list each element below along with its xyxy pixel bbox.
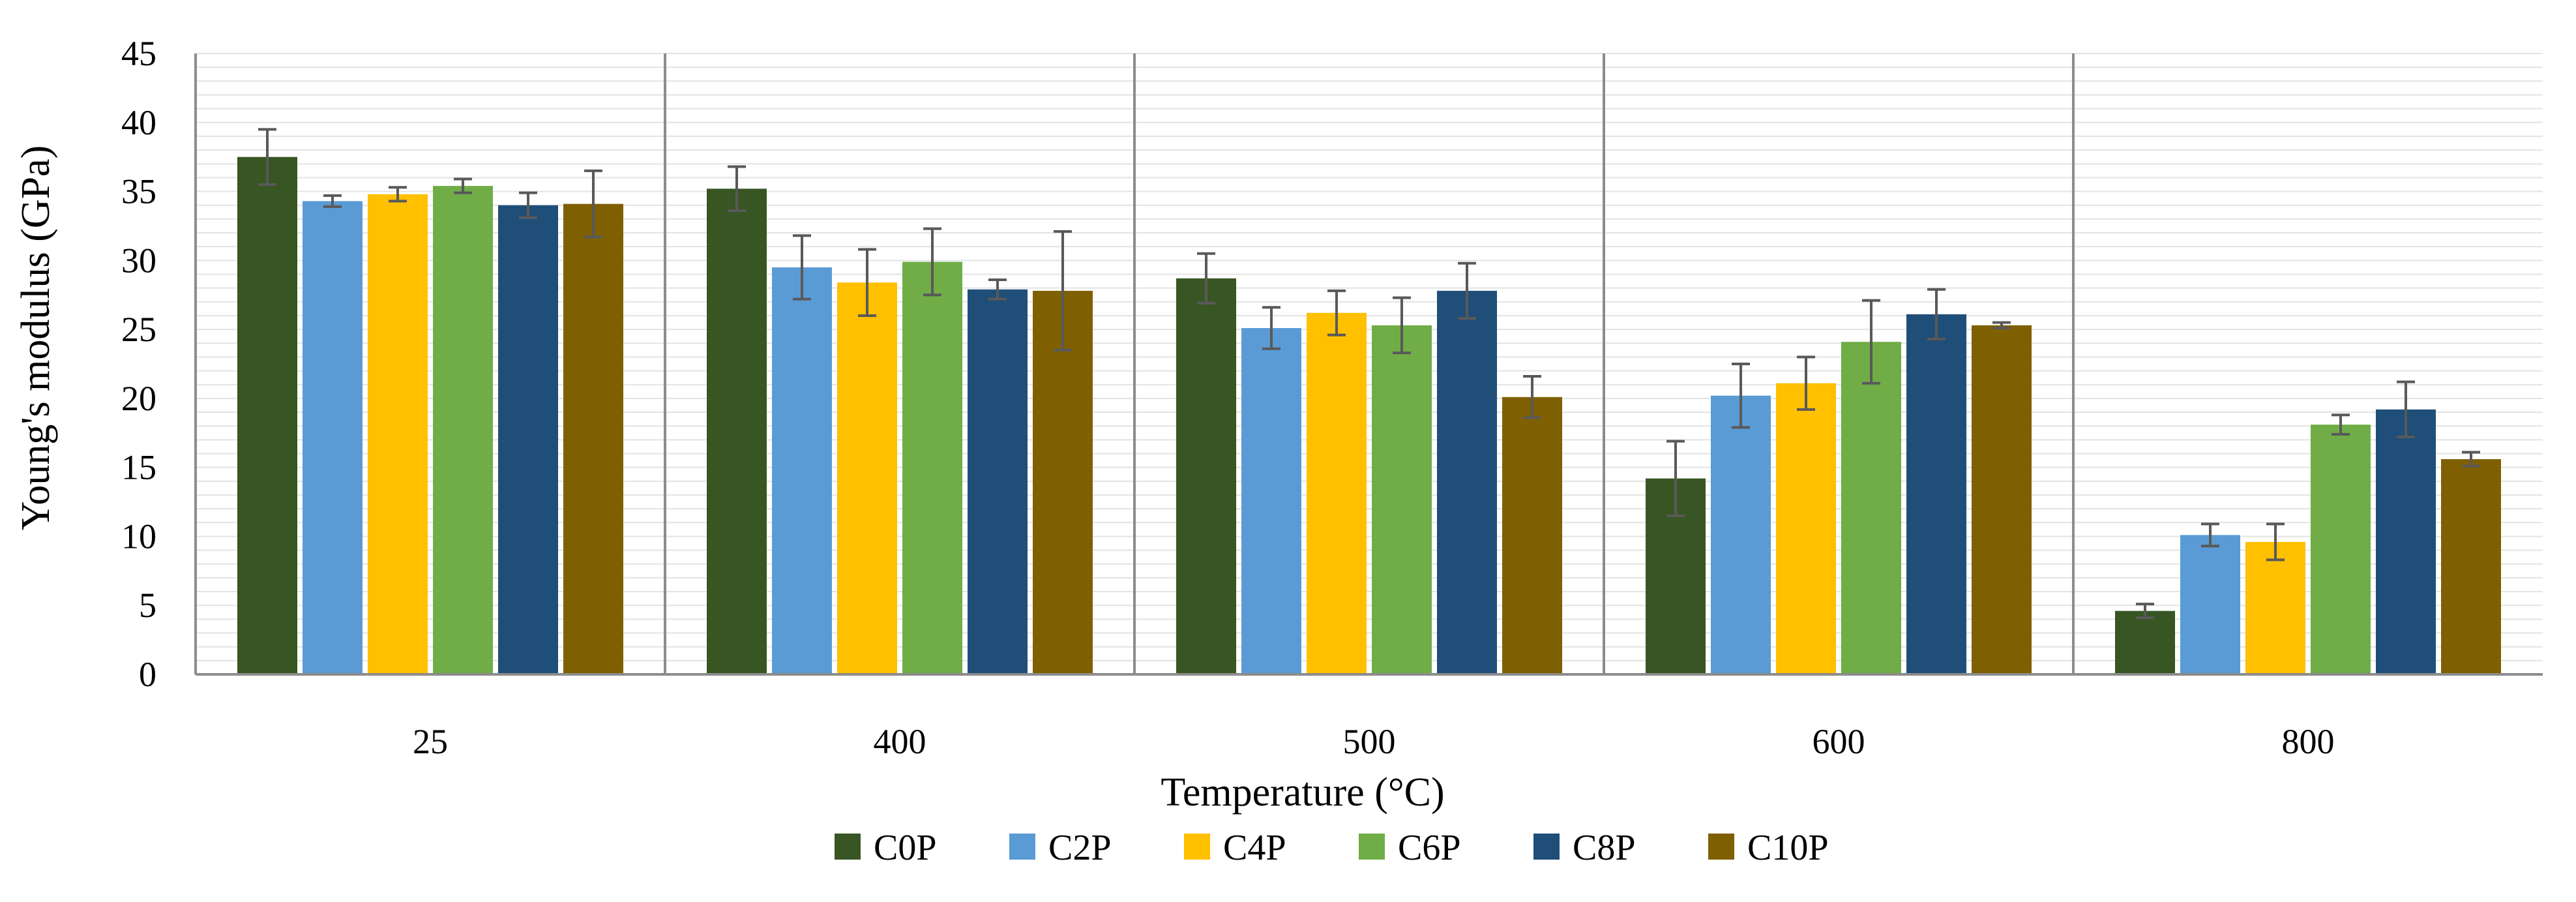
bar-c6p-500: [1372, 325, 1432, 675]
bar-c10p-600: [1972, 325, 2032, 675]
y-tick-label: 20: [121, 379, 156, 418]
bar-c4p-500: [1307, 312, 1367, 674]
bar-c2p-800: [2180, 535, 2240, 674]
legend-label-c0p: C0P: [874, 828, 937, 868]
bar-c2p-600: [1711, 395, 1771, 674]
legend-swatch-c6p: [1359, 834, 1385, 860]
bar-c0p-500: [1176, 278, 1236, 674]
axes: [194, 53, 2543, 676]
legend-swatch-c0p: [835, 834, 861, 860]
y-tick-label: 25: [121, 310, 156, 349]
bar-c8p-25: [498, 205, 558, 674]
x-axis-title: Temperature (°C): [1161, 770, 1444, 815]
tick-labels: 0 5 10 15 20 25 30 35 40 45 25 400 500 600 800: [121, 34, 2335, 761]
legend-swatch-c10p: [1708, 834, 1734, 860]
legend-label-c2p: C2P: [1048, 828, 1112, 868]
y-tick-label: 5: [139, 586, 156, 625]
x-tick-label: 800: [2282, 722, 2335, 761]
y-tick-label: 40: [121, 103, 156, 142]
bar-c10p-25: [563, 203, 623, 674]
bars: [237, 128, 2501, 675]
y-tick-label: 45: [121, 34, 156, 73]
bar-c8p-800: [2376, 409, 2436, 674]
x-tick-label: 500: [1343, 722, 1396, 761]
bar-c2p-400: [772, 267, 832, 674]
bar-c4p-800: [2245, 541, 2305, 674]
bar-c6p-400: [902, 262, 962, 675]
bar-c6p-800: [2311, 425, 2371, 674]
legend: C0P C2P C4P C6P C8P C10P: [835, 828, 1829, 868]
bar-c4p-400: [837, 282, 897, 674]
bar-c10p-400: [1033, 290, 1093, 674]
legend-label-c8p: C8P: [1573, 828, 1636, 868]
y-tick-label: 10: [121, 517, 156, 556]
bar-c10p-500: [1502, 397, 1562, 674]
legend-swatch-c4p: [1184, 834, 1210, 860]
x-tick-label: 600: [1813, 722, 1865, 761]
y-axis-title: Young's modulus (GPa): [14, 145, 58, 531]
x-tick-label: 25: [413, 722, 448, 761]
y-tick-label: 15: [121, 448, 156, 487]
bar-c2p-25: [303, 201, 363, 674]
y-tick-label: 30: [121, 241, 156, 280]
bar-c6p-25: [433, 186, 493, 674]
bar-c4p-600: [1776, 383, 1836, 674]
bar-c8p-400: [968, 289, 1028, 674]
y-tick-label: 35: [121, 172, 156, 211]
bar-c0p-400: [707, 188, 767, 674]
bar-c10p-800: [2441, 459, 2501, 674]
bar-c8p-600: [1906, 314, 1966, 675]
bar-c0p-25: [237, 157, 297, 674]
legend-label-c10p: C10P: [1747, 828, 1829, 868]
bar-c8p-500: [1437, 290, 1497, 674]
legend-label-c6p: C6P: [1398, 828, 1461, 868]
x-tick-label: 400: [874, 722, 926, 761]
y-tick-label: 0: [139, 655, 156, 694]
bar-c4p-25: [368, 194, 428, 675]
legend-swatch-c8p: [1533, 834, 1560, 860]
legend-swatch-c2p: [1009, 834, 1035, 860]
legend-label-c4p: C4P: [1223, 828, 1286, 868]
bar-c2p-500: [1241, 327, 1301, 674]
bar-c6p-600: [1841, 342, 1901, 674]
bar-c0p-800: [2115, 610, 2175, 674]
